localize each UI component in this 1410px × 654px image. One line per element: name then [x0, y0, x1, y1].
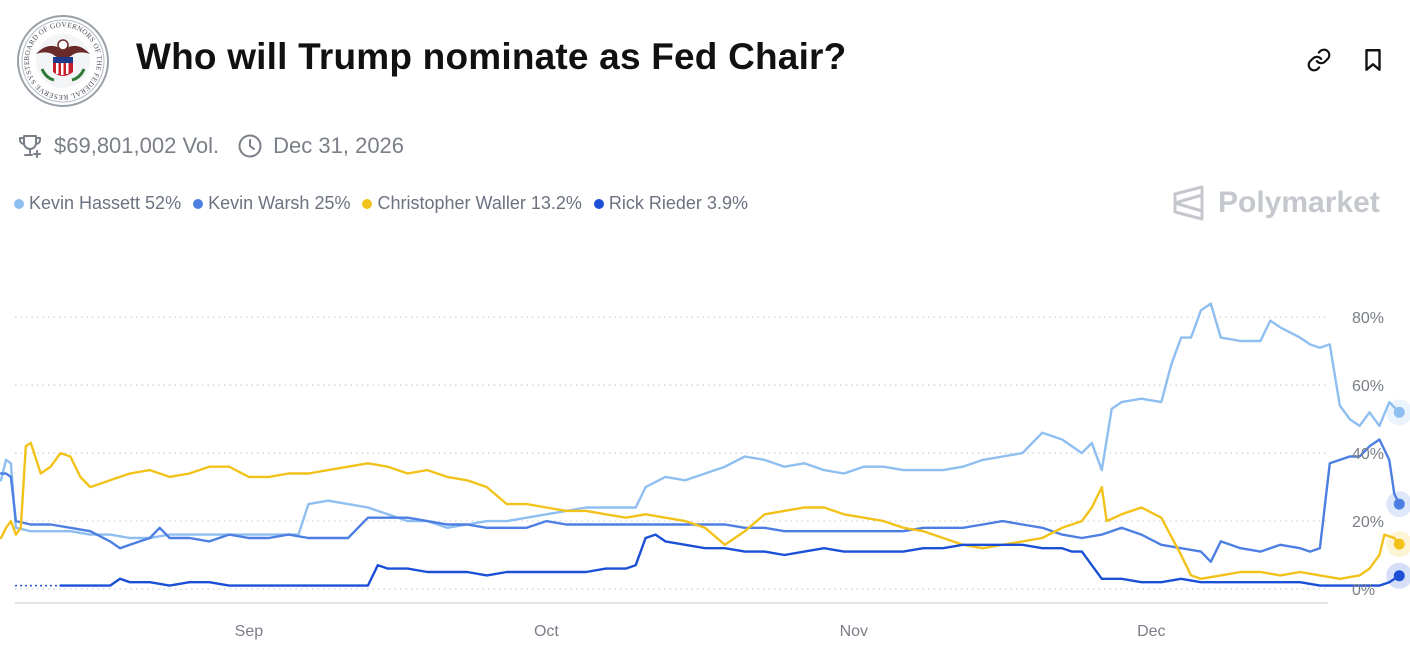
x-tick-label: Nov [840, 623, 868, 640]
page-title: Who will Trump nominate as Fed Chair? [136, 36, 847, 77]
polymarket-logo: Polymarket [1172, 185, 1380, 221]
legend-label: Rick Rieder 3.9% [608, 193, 748, 213]
legend-dot [362, 198, 373, 209]
end-marker-rick-rieder[interactable] [1393, 570, 1405, 582]
fed-seal-logo: BOARD OF GOVERNORS OF THE FEDERAL RESERV… [13, 8, 110, 108]
price-history-chart[interactable]: 0% 20% 40% 60% 80% Sep Oct Nov Dec [0, 240, 1410, 654]
y-tick-label: 80% [1352, 310, 1384, 327]
market-meta: $69,801,002 Vol. Dec 31, 2026 [16, 132, 404, 160]
clock-icon [238, 134, 262, 158]
polymarket-icon [1173, 185, 1204, 221]
x-tick-label: Sep [235, 623, 264, 640]
y-tick-label: 20% [1352, 514, 1384, 531]
volume-text: $69,801,002 Vol. [54, 133, 220, 158]
bookmark-icon[interactable] [1357, 44, 1389, 76]
legend-dot [14, 198, 24, 209]
end-date-text: Dec 31, 2026 [273, 133, 405, 158]
series-lines [0, 302, 1401, 587]
legend-dot [193, 198, 204, 209]
end-marker-kevin-warsh[interactable] [1393, 498, 1405, 510]
legend-label: Kevin Hassett 52% [29, 193, 182, 213]
legend-label: Christopher Waller 13.2% [377, 193, 582, 213]
y-tick-label: 40% [1352, 446, 1384, 463]
chart-legend: Kevin Hassett 52% Kevin Warsh 25% Christ… [14, 193, 760, 214]
trophy-icon [19, 135, 41, 158]
x-tick-label: Dec [1137, 623, 1165, 640]
end-marker-christopher-waller[interactable] [1393, 538, 1405, 550]
series-line-christopher-waller[interactable] [0, 441, 1401, 580]
end-markers [1386, 399, 1410, 589]
legend-item-rieder[interactable]: Rick Rieder 3.9% [593, 193, 748, 214]
legend-item-waller[interactable]: Christopher Waller 13.2% [362, 193, 582, 214]
link-icon[interactable] [1303, 44, 1335, 76]
y-tick-label: 60% [1352, 378, 1384, 395]
grid [15, 316, 1328, 590]
y-tick-label: 0% [1352, 582, 1375, 599]
legend-label: Kevin Warsh 25% [208, 193, 351, 213]
legend-item-warsh[interactable]: Kevin Warsh 25% [193, 193, 350, 214]
series-line-kevin-hassett[interactable] [0, 302, 1401, 540]
legend-dot [593, 198, 604, 209]
brand-name: Polymarket [1218, 186, 1380, 219]
legend-item-hassett[interactable]: Kevin Hassett 52% [14, 193, 181, 214]
series-line-kevin-warsh[interactable] [0, 438, 1401, 563]
end-marker-kevin-hassett[interactable] [1393, 406, 1405, 418]
x-tick-label: Oct [534, 623, 559, 640]
series-line-rick-rieder[interactable] [59, 533, 1401, 587]
axes: 0% 20% 40% 60% 80% Sep Oct Nov Dec [15, 310, 1384, 640]
